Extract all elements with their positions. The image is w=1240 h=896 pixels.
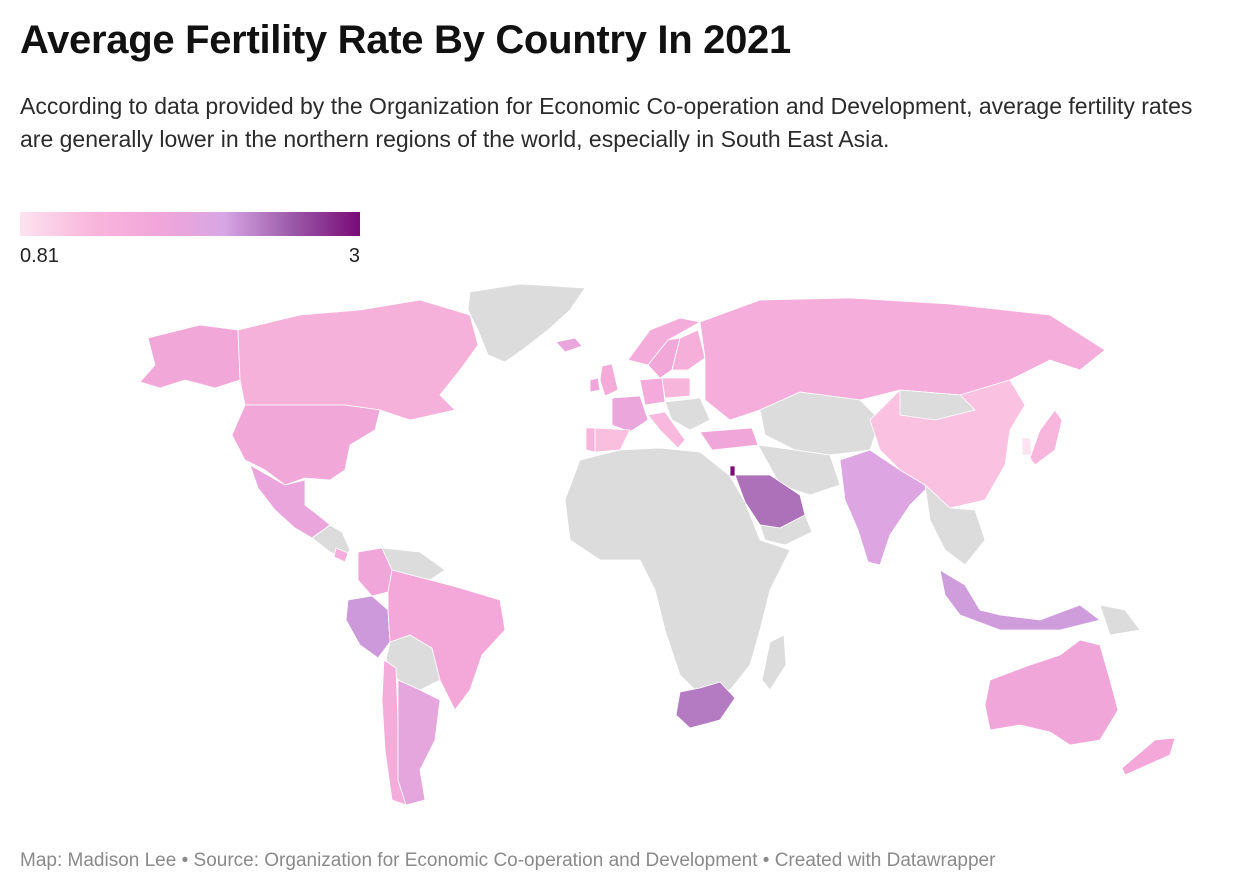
country-australia[interactable] xyxy=(984,639,1119,746)
country-germany[interactable] xyxy=(639,377,666,406)
country-turkey[interactable] xyxy=(699,427,759,451)
map-title: Average Fertility Rate By Country In 202… xyxy=(20,18,791,62)
country-costa-rica[interactable] xyxy=(333,547,349,563)
country-brazil[interactable] xyxy=(387,569,506,711)
world-map xyxy=(139,283,1176,806)
country-south-korea[interactable] xyxy=(1021,437,1033,456)
country-argentina[interactable] xyxy=(397,679,441,806)
country-israel[interactable] xyxy=(729,465,736,477)
map-subtitle: According to data provided by the Organi… xyxy=(20,93,1193,152)
country-canada[interactable] xyxy=(237,299,479,421)
country-united-kingdom[interactable] xyxy=(599,363,619,397)
country-italy[interactable] xyxy=(647,411,686,449)
country-madagascar[interactable] xyxy=(761,634,787,691)
country-yemen[interactable] xyxy=(759,514,813,546)
country-iceland[interactable] xyxy=(555,337,583,353)
legend-min-label: 0.81 xyxy=(20,245,59,267)
country-venezuela[interactable] xyxy=(381,547,446,581)
country-papua-new-guinea[interactable] xyxy=(1099,604,1141,636)
country-mongolia[interactable] xyxy=(899,389,976,421)
legend-gradient-bar xyxy=(20,212,360,236)
color-legend: 0.81 3 xyxy=(20,212,360,267)
country-india[interactable] xyxy=(839,449,931,566)
country-greenland[interactable] xyxy=(467,283,586,363)
country-peru[interactable] xyxy=(345,595,391,659)
country-portugal[interactable] xyxy=(585,427,596,453)
country-indonesia[interactable] xyxy=(939,569,1101,631)
country-africa[interactable] xyxy=(564,447,791,696)
country-finland[interactable] xyxy=(671,329,706,371)
country-united-states[interactable] xyxy=(231,404,381,486)
country-south-africa[interactable] xyxy=(675,681,736,729)
legend-max-label: 3 xyxy=(348,245,360,267)
country-southeast-asia[interactable] xyxy=(924,483,986,566)
country-new-zealand[interactable] xyxy=(1121,737,1176,776)
country-ireland[interactable] xyxy=(589,377,601,393)
country-spain[interactable] xyxy=(594,427,631,453)
country-france[interactable] xyxy=(611,395,649,433)
country-balkans[interactable] xyxy=(664,397,711,431)
country-japan[interactable] xyxy=(1029,409,1063,466)
country-poland[interactable] xyxy=(661,377,691,399)
country-alaska[interactable] xyxy=(139,324,241,389)
map-footer-credit: Map: Madison Lee • Source: Organization … xyxy=(20,850,996,871)
